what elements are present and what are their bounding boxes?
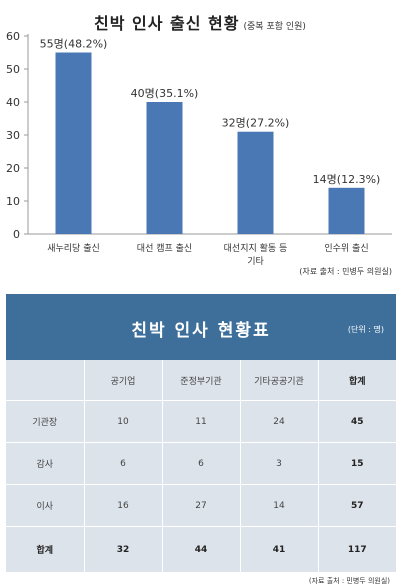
y-tick-label: 20 [6,162,20,175]
table-cell: 6 [162,442,241,485]
x-category-label: 대선지지 활동 등 [224,242,288,254]
total-cell: 32 [84,526,163,572]
row-total-cell: 15 [318,442,396,485]
table-header-band: 친박 인사 현황표 (단위 : 명) [6,294,396,360]
y-tick-label: 30 [6,129,20,142]
table-cell: 10 [84,400,163,443]
chart-subtitle: (중복 포함 인원) [243,22,306,32]
table-cell: 27 [162,484,241,527]
bar-chart: 친박 인사 출신 현황 (중복 포함 인원) 0 10 20 30 40 50 60 55명(4… [0,0,400,280]
bar [55,52,92,234]
column-header-quasi-government: 준정부기관 [162,360,241,401]
x-category-label: 새누리당 출신 [47,243,100,254]
table-cell: 11 [162,400,241,443]
table-source: (자료 출처 : 민병두 의원실) [308,577,390,585]
y-tick-label: 10 [6,195,20,208]
row-label: 기관장 [6,400,85,443]
total-cell: 41 [240,526,319,572]
column-header-public-enterprise: 공기업 [84,360,163,401]
y-tick-label: 50 [6,63,20,76]
bar-data-label: 55명(48.2%) [40,38,108,51]
y-tick-label: 60 [6,30,20,43]
bar-data-label: 14명(12.3%) [313,173,381,186]
table-title: 친박 인사 현황표 [131,321,271,341]
x-category-label: 기타 [247,256,264,267]
column-header-other-public: 기타공공기관 [240,360,319,401]
chart-source: (자료 출처 : 민병두 의원실) [299,267,392,276]
y-tick-label: 0 [13,228,20,241]
bar-data-label: 32명(27.2%) [222,117,290,130]
grand-total-cell: 117 [347,544,367,555]
table-cell: 14 [240,484,319,527]
stats-table: 공기업 준정부기관 기타공공기관 합계 기관장 10 11 24 45 감사 6… [6,360,396,572]
bar [328,187,365,234]
chart-plot: 0 10 20 30 40 50 60 55명(48.2%) 새누리당 출신 40명(35.1%)… [6,30,392,267]
chart-title-main: 친박 인사 출신 현황 [94,14,240,33]
column-header-total: 합계 [318,360,396,401]
bar-data-label: 40명(35.1%) [131,87,199,100]
row-label: 이사 [6,484,85,527]
table-cell: 16 [84,484,163,527]
column-header-blank [6,360,85,401]
total-cell: 44 [162,526,241,572]
table-cell: 24 [240,400,319,443]
chart-title: 친박 인사 출신 현황 (중복 포함 인원) [0,10,400,34]
total-row-label: 합계 [6,526,85,572]
x-category-label: 대선 캠프 출신 [137,242,192,254]
table-row: 기관장 10 11 24 45 [6,400,396,443]
summary-table-panel: 친박 인사 현황표 (단위 : 명) 공기업 준정부기관 기타공공기관 합계 기… [6,294,396,572]
bar [237,131,274,234]
row-total-cell: 45 [318,400,396,443]
table-cell: 6 [84,442,163,485]
table-row: 이사 16 27 14 57 [6,484,396,527]
table-cell: 3 [240,442,319,485]
row-total-cell: 57 [318,484,396,527]
bar [146,102,183,234]
table-column-header-row: 공기업 준정부기관 기타공공기관 합계 [6,360,396,401]
row-label: 감사 [6,442,85,485]
table-unit: (단위 : 명) [347,325,384,334]
table-total-row: 합계 32 44 41 117 [6,526,396,572]
table-row: 감사 6 6 3 15 [6,442,396,485]
y-tick-label: 40 [6,96,20,109]
x-category-label: 인수위 출신 [324,243,368,254]
